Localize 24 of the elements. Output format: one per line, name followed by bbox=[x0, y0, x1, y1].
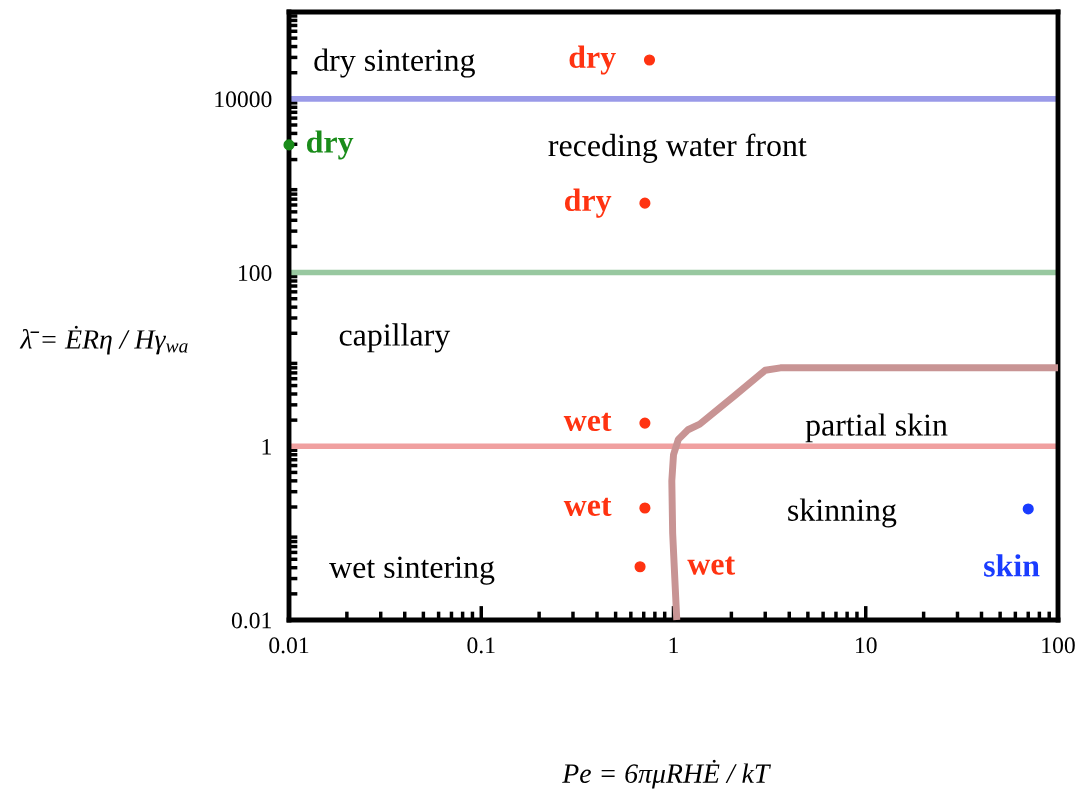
data-label: wet bbox=[687, 556, 736, 575]
data-label: wet bbox=[563, 412, 612, 432]
annotation: wet sintering bbox=[329, 556, 495, 585]
annotation: skinning bbox=[788, 498, 897, 528]
x-tick-label: 0.1 bbox=[467, 637, 495, 654]
data-label: dry bbox=[564, 188, 612, 218]
y-tick-label: 10000 bbox=[215, 91, 272, 108]
y-tick-label: 100 bbox=[238, 265, 272, 281]
annotation: capillary bbox=[339, 323, 451, 353]
data-label: dry bbox=[569, 45, 616, 75]
x-axis-title: Pe = 6πμRHĖ / kT bbox=[562, 759, 771, 789]
x-tick-label: 10 bbox=[856, 637, 877, 654]
y-tick-label: 1 bbox=[262, 438, 271, 455]
annotation: receding water front bbox=[548, 133, 807, 163]
data-label: skin bbox=[984, 554, 1040, 577]
x-tick-label: 100 bbox=[1042, 637, 1075, 654]
annotation: partial skin bbox=[805, 413, 948, 443]
x-tick-label: 1 bbox=[669, 637, 678, 654]
y-axis-title: λ̄ = ĖRη / Hγ$_{wa}$ bbox=[19, 325, 188, 355]
x-tick-label: 0.01 bbox=[269, 637, 309, 654]
annotation: dry sintering bbox=[314, 48, 475, 78]
data-label: dry bbox=[306, 130, 354, 160]
data-label: wet bbox=[563, 497, 612, 516]
y-tick-label: 0.01 bbox=[231, 612, 271, 629]
